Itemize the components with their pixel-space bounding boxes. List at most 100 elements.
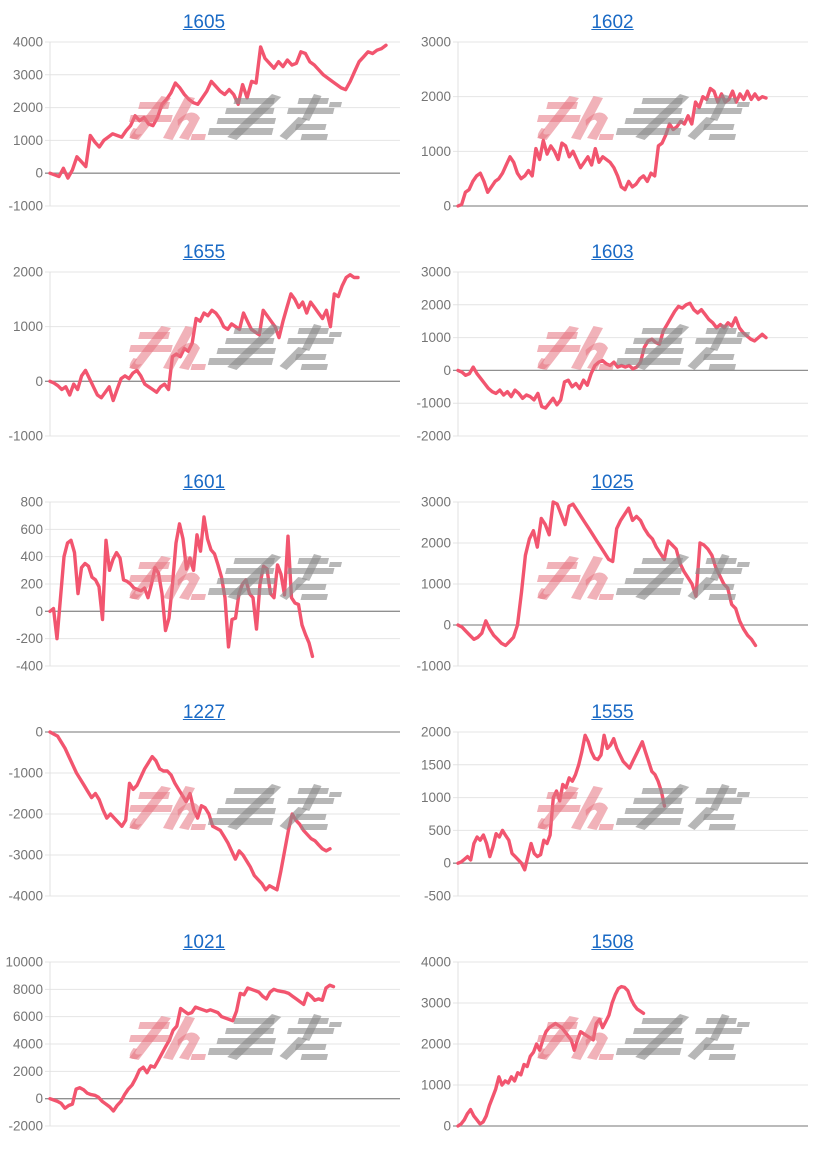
y-tick-label: 2000 xyxy=(421,89,451,104)
series-line xyxy=(456,86,768,208)
chart-title: 1555 xyxy=(408,690,817,724)
chart-title: 1601 xyxy=(0,460,408,494)
y-tick-label: 0 xyxy=(35,604,43,619)
y-tick-label: 0 xyxy=(35,374,43,389)
y-tick-label: -2000 xyxy=(416,429,451,444)
y-tick-label: 0 xyxy=(35,1091,43,1106)
y-tick-label: 1000 xyxy=(421,144,451,159)
machine-number-link[interactable]: 1021 xyxy=(182,932,226,953)
y-tick-label: 0 xyxy=(443,199,451,214)
site-logo-watermark xyxy=(124,94,344,140)
y-tick-label: 200 xyxy=(20,577,43,592)
y-tick-label: 400 xyxy=(20,549,43,564)
line-chart: 3000 2000 1000 0 -1000 xyxy=(416,495,808,674)
y-tick-label: 0 xyxy=(443,363,451,378)
line-chart: 3000 2000 1000 0 -1000 -2000 xyxy=(416,265,808,444)
y-tick-label: -3000 xyxy=(8,848,43,863)
line-chart: 4000 3000 2000 1000 0 xyxy=(421,955,808,1134)
chart-title: 1025 xyxy=(408,460,817,494)
y-tick-label: -1000 xyxy=(416,659,451,674)
y-tick-label: 1000 xyxy=(421,790,451,805)
machine-number-link[interactable]: 1227 xyxy=(182,702,226,723)
site-logo-watermark xyxy=(124,324,344,370)
y-tick-label: 2000 xyxy=(13,1064,43,1079)
y-tick-label: 3000 xyxy=(13,67,43,82)
chart-card-10: 1508 4000 3000 2000 1000 0 xyxy=(408,920,817,1150)
series-line xyxy=(456,500,758,648)
line-chart: 800 600 400 200 0 -200 -400 xyxy=(16,495,400,674)
y-tick-label: 2000 xyxy=(13,265,43,280)
y-tick-label: 1000 xyxy=(421,330,451,345)
machine-number-link[interactable]: 1601 xyxy=(182,472,226,493)
chart-card-4: 1603 3000 2000 1000 0 -1000 -2000 xyxy=(408,230,817,460)
y-tick-label: 4000 xyxy=(421,955,451,970)
chart-card-1: 1605 4000 3000 2000 1000 0 -1000 xyxy=(0,0,408,230)
y-tick-label: -2000 xyxy=(8,807,43,822)
y-tick-label: 3000 xyxy=(421,495,451,510)
line-chart: 2000 1500 1000 500 0 -500 xyxy=(421,725,808,904)
site-logo-watermark xyxy=(532,94,752,140)
machine-number-link[interactable]: 1025 xyxy=(591,472,634,493)
line-chart: 2000 1000 0 -1000 xyxy=(8,265,400,444)
y-tick-label: 4000 xyxy=(13,35,43,50)
series-line xyxy=(456,984,646,1128)
machine-number-link[interactable]: 1555 xyxy=(591,702,634,723)
y-tick-label: 8000 xyxy=(13,982,43,997)
series-line xyxy=(456,301,768,410)
site-logo-watermark xyxy=(124,554,344,600)
y-tick-label: 6000 xyxy=(13,1009,43,1024)
y-tick-label: 600 xyxy=(20,522,43,537)
y-tick-label: 3000 xyxy=(421,35,451,50)
y-tick-label: -1000 xyxy=(8,199,43,214)
y-tick-label: 0 xyxy=(35,725,43,740)
chart-card-5: 1601 800 600 400 200 0 -200 -400 xyxy=(0,460,408,690)
y-tick-label: 500 xyxy=(428,823,451,838)
site-logo-watermark xyxy=(532,554,752,600)
y-tick-label: -1000 xyxy=(416,396,451,411)
series-line xyxy=(48,515,315,659)
machine-number-link[interactable]: 1602 xyxy=(591,12,634,33)
y-tick-label: 1000 xyxy=(421,577,451,592)
y-tick-label: 1000 xyxy=(13,319,43,334)
chart-card-9: 1021 10000 8000 6000 4000 2000 0 -2000 xyxy=(0,920,408,1150)
line-chart: 0 -1000 -2000 -3000 -4000 xyxy=(8,725,400,904)
y-tick-label: -200 xyxy=(16,631,43,646)
y-tick-label: -1000 xyxy=(8,429,43,444)
machine-number-link[interactable]: 1603 xyxy=(591,242,634,263)
y-tick-label: -2000 xyxy=(8,1119,43,1134)
y-tick-label: 2000 xyxy=(421,725,451,740)
line-chart: 4000 3000 2000 1000 0 -1000 xyxy=(8,35,400,214)
chart-card-6: 1025 3000 2000 1000 0 -1000 xyxy=(408,460,817,690)
site-logo-watermark xyxy=(532,324,752,370)
y-tick-label: 0 xyxy=(443,618,451,633)
site-logo-watermark xyxy=(124,784,344,830)
series-line xyxy=(48,43,388,180)
chart-title: 1655 xyxy=(0,230,408,264)
y-tick-label: 3000 xyxy=(421,996,451,1011)
series-line xyxy=(48,983,336,1113)
chart-title: 1602 xyxy=(408,0,817,34)
y-tick-label: 10000 xyxy=(5,955,43,970)
chart-card-8: 1555 2000 1500 1000 500 0 -500 xyxy=(408,690,817,920)
y-tick-label: 1500 xyxy=(421,757,451,772)
y-tick-label: -500 xyxy=(424,889,451,904)
machine-number-link[interactable]: 1508 xyxy=(591,932,634,953)
y-tick-label: 1000 xyxy=(421,1078,451,1093)
y-tick-label: 0 xyxy=(35,166,43,181)
y-tick-label: 2000 xyxy=(421,536,451,551)
y-tick-label: 1000 xyxy=(13,133,43,148)
machine-number-link[interactable]: 1605 xyxy=(182,12,226,33)
chart-title: 1227 xyxy=(0,690,408,724)
chart-card-3: 1655 2000 1000 0 -1000 xyxy=(0,230,408,460)
y-tick-label: 0 xyxy=(443,856,451,871)
chart-card-7: 1227 0 -1000 -2000 -3000 -4000 xyxy=(0,690,408,920)
y-tick-label: -1000 xyxy=(8,766,43,781)
chart-title: 1603 xyxy=(408,230,817,264)
chart-title: 1021 xyxy=(0,920,408,954)
line-chart: 10000 8000 6000 4000 2000 0 -2000 xyxy=(5,955,400,1134)
machine-number-link[interactable]: 1655 xyxy=(182,242,226,263)
line-chart: 3000 2000 1000 0 xyxy=(421,35,808,214)
chart-title: 1605 xyxy=(0,0,408,34)
site-logo-watermark xyxy=(532,1014,752,1060)
